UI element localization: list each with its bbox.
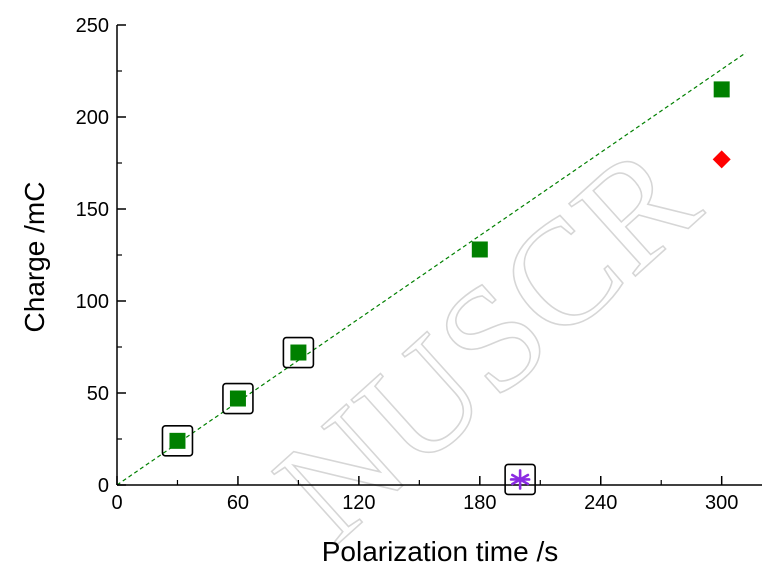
y-tick-label: 150 (76, 199, 109, 221)
x-tick-label: 180 (463, 492, 496, 514)
square-point (169, 432, 186, 449)
y-tick-label: 100 (76, 291, 109, 313)
x-tick-label: 60 (227, 492, 249, 514)
x-tick-label: 300 (705, 492, 738, 514)
square-point (229, 390, 246, 407)
y-tick-label: 0 (98, 475, 109, 497)
diamond-point (712, 150, 731, 169)
square-point (713, 81, 730, 98)
highlight-box (282, 336, 315, 369)
x-tick-label: 120 (342, 492, 375, 514)
y-tick-label: 250 (76, 15, 109, 37)
data-points (161, 81, 731, 496)
y-tick-label: 200 (76, 107, 109, 129)
highlight-box (161, 425, 194, 457)
highlight-box (222, 382, 254, 415)
asterisk-point (509, 469, 531, 490)
highlight-box (504, 463, 536, 496)
x-tick-label: 0 (111, 492, 122, 514)
square-point (471, 241, 488, 258)
x-tick-label: 240 (584, 492, 617, 514)
square-point (290, 344, 307, 361)
axes: 0 60 120 180 240 300 0 50 100 150 200 250 (76, 15, 762, 514)
y-tick-label: 50 (87, 383, 109, 405)
x-axis-label: Polarization time /s (322, 536, 559, 567)
fit-line (116, 52, 747, 486)
fit-line-layer (116, 52, 747, 486)
y-axis-label: Charge /mC (19, 182, 50, 333)
